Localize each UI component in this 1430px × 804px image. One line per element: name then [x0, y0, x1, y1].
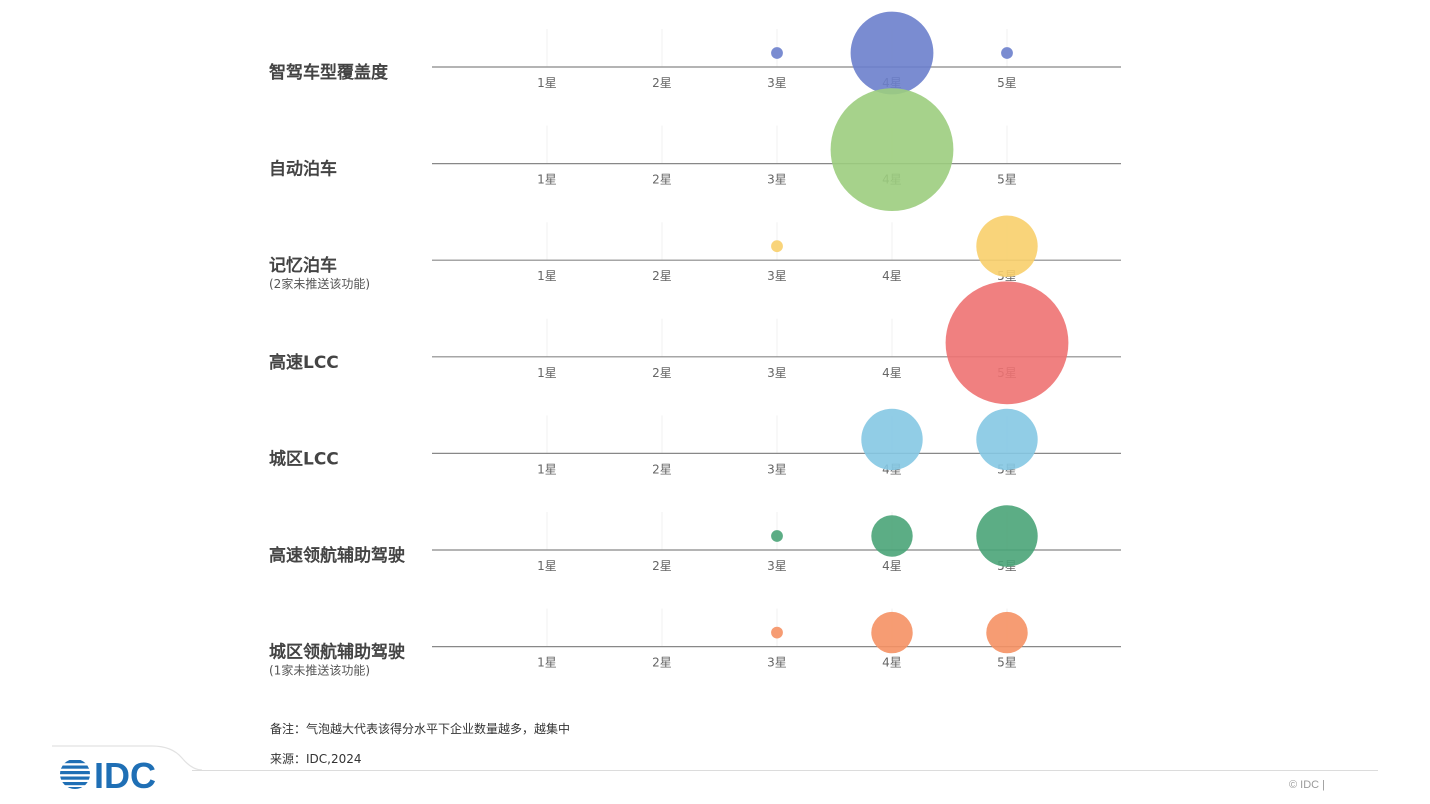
chart-row: 1星2星3星4星5星高速领航辅助驾驶 — [269, 505, 1121, 573]
x-tick-label: 1星 — [537, 76, 557, 90]
x-tick-label: 2星 — [652, 269, 672, 283]
row-label: 城区领航辅助驾驶 — [269, 642, 405, 663]
row-label: 城区LCC — [269, 449, 339, 469]
logo-wordmark: IDC — [94, 755, 156, 793]
row-label: 记忆泊车 — [269, 255, 337, 276]
chart-remark: 备注：气泡越大代表该得分水平下企业数量越多，越集中 — [270, 722, 571, 736]
bubble — [976, 408, 1038, 471]
bubble — [986, 611, 1028, 654]
x-tick-label: 3星 — [767, 269, 787, 283]
x-tick-label: 3星 — [767, 559, 787, 573]
idc-logo: IDC — [60, 755, 156, 793]
x-tick-label: 5星 — [997, 76, 1017, 90]
x-tick-label: 1星 — [537, 656, 557, 670]
x-tick-label: 2星 — [652, 656, 672, 670]
x-tick-label: 5星 — [997, 656, 1017, 670]
x-tick-label: 4星 — [882, 559, 902, 573]
x-tick-label: 1星 — [537, 462, 557, 476]
row-label: 自动泊车 — [269, 159, 337, 180]
bubble — [771, 530, 783, 542]
x-tick-label: 1星 — [537, 559, 557, 573]
x-tick-label: 1星 — [537, 173, 557, 187]
x-tick-label: 5星 — [997, 173, 1017, 187]
bubble — [861, 408, 923, 471]
bubble — [871, 515, 913, 557]
chart-row: 1星2星3星4星5星高速LCC — [269, 281, 1121, 405]
bubble — [771, 626, 783, 639]
x-tick-label: 2星 — [652, 462, 672, 476]
x-tick-label: 3星 — [767, 76, 787, 90]
copyright: © IDC | — [1289, 779, 1326, 791]
footer-divider — [192, 770, 1378, 771]
bubble — [850, 11, 934, 95]
bubble — [976, 215, 1038, 277]
x-tick-label: 3星 — [767, 366, 787, 380]
x-tick-label: 4星 — [882, 656, 902, 670]
bubble — [771, 47, 783, 59]
bubble — [976, 505, 1038, 567]
bubble — [1001, 47, 1013, 59]
chart-row: 1星 2星 3星 4星 5星 城区领航辅助驾驶(1家未推送该功能) — [269, 608, 1121, 678]
x-tick-label: 3星 — [767, 173, 787, 187]
chart-row: 1星2星3星4星5星记忆泊车(2家未推送该功能) — [269, 215, 1121, 291]
row-label: 智驾车型覆盖度 — [269, 62, 389, 83]
row-label: 高速LCC — [269, 352, 339, 373]
chart-source: 来源：IDC,2024 — [270, 752, 362, 766]
x-tick-label: 2星 — [652, 173, 672, 187]
x-tick-label: 3星 — [767, 656, 787, 670]
x-tick-label: 2星 — [652, 559, 672, 573]
chart-row: 1星2星3星4星5星城区LCC — [269, 408, 1121, 476]
footer-decoration — [52, 745, 202, 771]
x-tick-label: 3星 — [767, 462, 787, 476]
bubble — [830, 88, 954, 211]
x-tick-label: 1星 — [537, 366, 557, 380]
row-label: 高速领航辅助驾驶 — [269, 545, 405, 566]
bubble — [945, 281, 1069, 405]
x-tick-label: 4星 — [882, 269, 902, 283]
chart-row: 1星2星3星4星5星自动泊车 — [269, 88, 1121, 211]
globe-icon — [60, 760, 90, 789]
row-sublabel: (1家未推送该功能) — [269, 663, 370, 678]
row-sublabel: (2家未推送该功能) — [269, 276, 370, 291]
bubble — [771, 240, 783, 253]
chart-row: 1星2星3星4星5星智驾车型覆盖度 — [269, 11, 1121, 95]
x-tick-label: 4星 — [882, 366, 902, 380]
bubble — [871, 611, 913, 654]
x-tick-label: 2星 — [652, 76, 672, 90]
x-tick-label: 2星 — [652, 366, 672, 380]
x-tick-label: 1星 — [537, 269, 557, 283]
